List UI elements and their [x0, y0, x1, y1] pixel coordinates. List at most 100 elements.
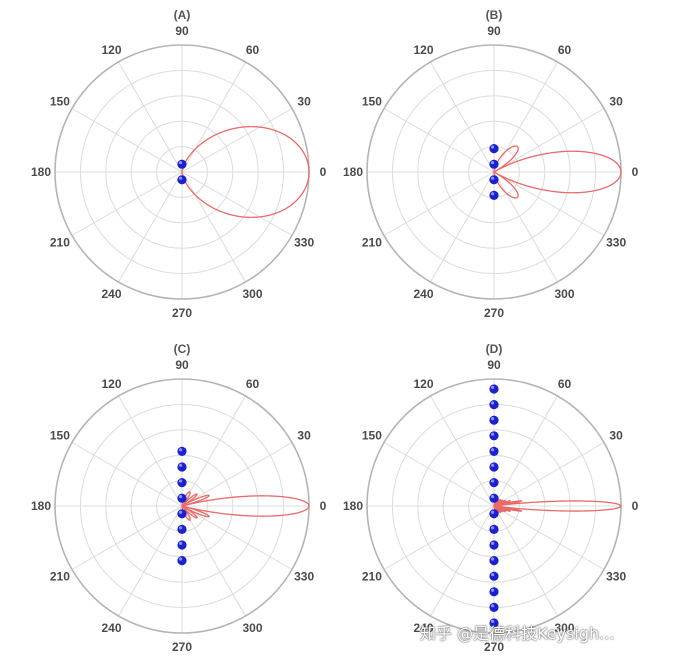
angle-tick-label: 300 [242, 621, 262, 635]
spoke-line [181, 505, 246, 617]
array-element [177, 478, 187, 488]
angle-tick-label: 30 [609, 429, 623, 443]
array-element [489, 400, 499, 410]
spoke-line [383, 442, 495, 507]
spoke-line [493, 171, 605, 236]
polar-panel-1: 0 30 60 90 120 150 180 210 240 270 300 330 (A) [31, 8, 327, 320]
panel-label: (B) [486, 8, 503, 22]
angle-tick-label: 60 [246, 377, 260, 391]
angle-tick-label: 60 [558, 377, 572, 391]
polar-panel-2: 0 30 60 90 120 150 180 210 240 270 300 330 (B) [343, 8, 639, 320]
radiation-pattern [493, 145, 622, 199]
spoke-line [118, 505, 183, 617]
array-element [489, 478, 499, 488]
angle-tick-label: 30 [609, 95, 623, 109]
spoke-line [71, 171, 183, 236]
spoke-line [430, 61, 495, 173]
array-element [489, 431, 499, 441]
spoke-line [383, 505, 495, 570]
array-element [489, 540, 499, 550]
angle-tick-label: 180 [31, 165, 51, 179]
array-element [177, 556, 187, 566]
angle-tick-label: 270 [172, 640, 192, 654]
watermark: 知乎 @是德科技Keysigh... [420, 624, 615, 643]
angle-tick-label: 0 [320, 165, 327, 179]
spoke-line [118, 61, 183, 173]
angle-tick-label: 60 [246, 43, 260, 57]
angle-tick-label: 150 [362, 95, 382, 109]
array-element [489, 556, 499, 566]
angle-tick-label: 120 [101, 377, 121, 391]
array-element [489, 462, 499, 472]
angle-tick-label: 30 [297, 95, 311, 109]
array-element [489, 190, 499, 200]
angle-tick-label: 240 [101, 287, 121, 301]
angle-tick-label: 300 [554, 287, 574, 301]
angle-tick-label: 150 [50, 95, 70, 109]
angle-tick-label: 240 [413, 287, 433, 301]
spoke-line [430, 505, 495, 617]
angle-tick-label: 180 [31, 499, 51, 513]
angle-tick-label: 300 [554, 621, 574, 635]
spoke-line [181, 442, 293, 507]
radiation-pattern [181, 125, 310, 219]
spoke-line [493, 505, 558, 617]
angle-tick-label: 90 [175, 358, 189, 372]
spoke-line [71, 108, 183, 173]
spoke-line [493, 505, 605, 570]
angle-tick-label: 330 [294, 236, 314, 250]
array-element [177, 159, 187, 169]
angle-tick-label: 330 [606, 570, 626, 584]
angle-tick-label: 270 [484, 640, 504, 654]
angle-tick-label: 90 [175, 24, 189, 38]
angle-tick-label: 30 [297, 429, 311, 443]
radiation-pattern [493, 497, 622, 515]
spoke-line [71, 442, 183, 507]
angle-tick-label: 150 [50, 429, 70, 443]
array-element [489, 144, 499, 154]
spoke-line [181, 61, 246, 173]
spoke-line [118, 171, 183, 283]
array-element [489, 509, 499, 519]
array-element [489, 618, 499, 628]
array-element [177, 524, 187, 535]
spoke-line [383, 171, 495, 236]
angle-tick-label: 0 [320, 499, 327, 513]
angle-tick-label: 210 [362, 570, 382, 584]
polar-panel-4: 0 30 60 90 120 150 180 210 240 270 300 330 (D) [343, 342, 639, 654]
spoke-line [493, 61, 558, 173]
angle-tick-label: 180 [343, 499, 363, 513]
array-element [489, 571, 499, 581]
spoke-line [493, 395, 558, 507]
array-element [489, 175, 499, 185]
angle-tick-label: 210 [50, 570, 70, 584]
spoke-line [181, 171, 293, 236]
spoke-line [430, 171, 495, 283]
array-element [489, 493, 499, 503]
angle-tick-label: 0 [632, 499, 639, 513]
spoke-line [181, 171, 246, 283]
panel-label: (A) [174, 8, 191, 22]
panel-label: (C) [174, 342, 191, 356]
angle-tick-label: 150 [362, 429, 382, 443]
spoke-line [493, 108, 605, 173]
spoke-line [181, 395, 246, 507]
angle-tick-label: 90 [487, 358, 501, 372]
angle-tick-label: 90 [487, 24, 501, 38]
angle-tick-label: 210 [362, 236, 382, 250]
array-element [177, 509, 187, 519]
array-element [489, 587, 499, 597]
angle-tick-label: 270 [484, 306, 504, 320]
angle-tick-label: 180 [343, 165, 363, 179]
array-element [489, 384, 499, 394]
spoke-line [181, 108, 293, 173]
spoke-line [71, 505, 183, 570]
angle-tick-label: 120 [101, 43, 121, 57]
spoke-line [181, 505, 293, 570]
angle-tick-label: 330 [294, 570, 314, 584]
array-element [489, 602, 499, 613]
spoke-line [383, 108, 495, 173]
array-element [177, 462, 187, 472]
angle-tick-label: 60 [558, 43, 572, 57]
